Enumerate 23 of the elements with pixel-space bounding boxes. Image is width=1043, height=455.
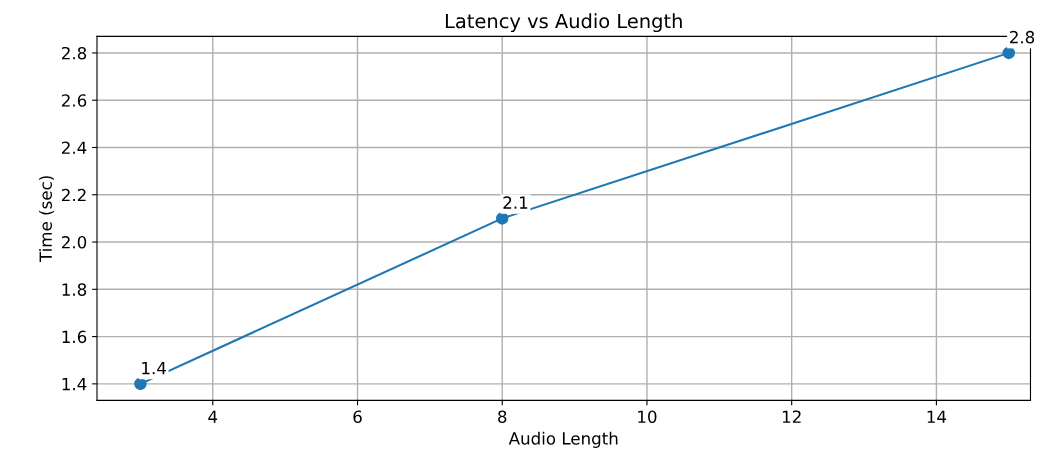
y-tick-label: 2.8 — [61, 46, 87, 60]
y-tick-label: 1.8 — [62, 283, 87, 296]
x-tick-label: 12 — [782, 410, 801, 423]
x-tick-label: 8 — [498, 410, 507, 424]
y-tick-label: 1.4 — [62, 378, 87, 391]
x-tick-label: 14 — [927, 410, 947, 423]
data-label: 2.1 — [503, 196, 528, 209]
y-tick-label: 2.2 — [61, 188, 86, 202]
chart-title: Latency vs Audio Length — [445, 13, 682, 33]
y-tick-label: 2.0 — [61, 236, 87, 249]
point — [1002, 46, 1016, 60]
x-tick-label: 6 — [353, 410, 362, 424]
point — [495, 212, 509, 225]
data-label: 2.8 — [1010, 30, 1035, 44]
x-tick-label: 10 — [638, 410, 657, 424]
x-tick-label: 4 — [208, 410, 218, 423]
point — [134, 377, 147, 391]
y-axis-title: Time (sec) — [39, 176, 54, 263]
data-label: 1.4 — [142, 361, 166, 375]
y-tick-label: 2.6 — [61, 94, 87, 107]
y-tick-label: 1.6 — [62, 330, 87, 344]
x-axis-title: Audio Length — [508, 431, 618, 448]
y-tick-label: 2.4 — [61, 141, 87, 154]
